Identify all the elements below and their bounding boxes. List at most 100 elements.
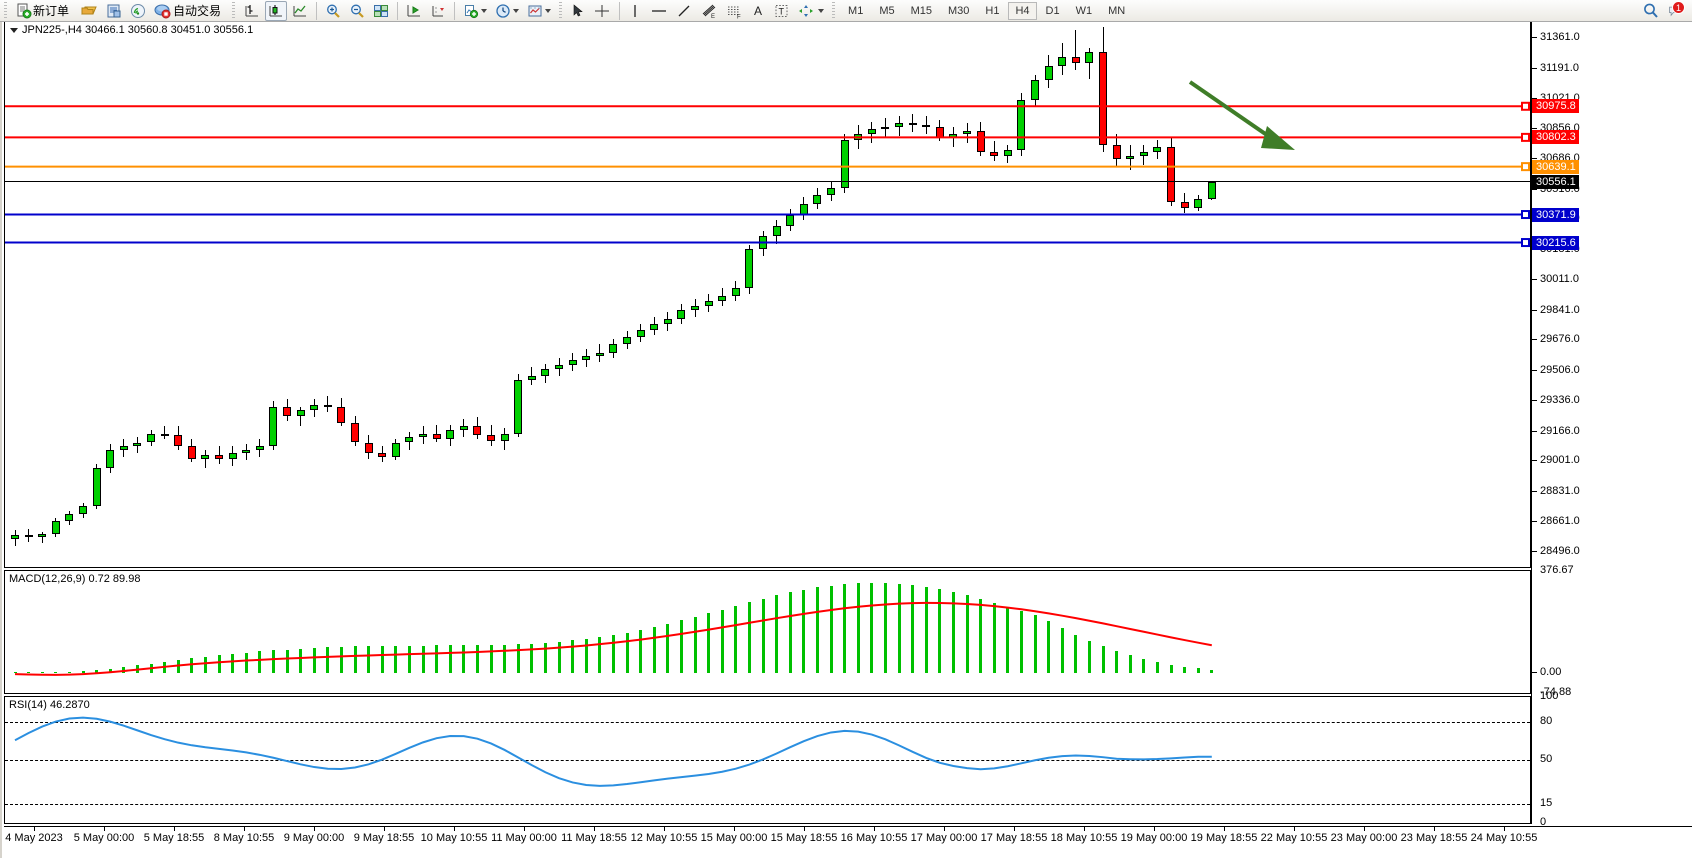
timeframe-button-m5[interactable]: M5: [879, 4, 895, 17]
candle-body: [283, 406, 291, 416]
timeframe-button-m15[interactable]: M15: [910, 4, 932, 17]
period-button[interactable]: [492, 1, 522, 21]
macd-pane[interactable]: MACD(12,26,9) 0.72 89.98: [4, 570, 1531, 694]
trendline-button[interactable]: [673, 1, 695, 21]
price-tag-pivot[interactable]: 30639.1: [1532, 159, 1579, 174]
indicators-dropdown-caret[interactable]: [481, 8, 488, 13]
equidistant-channel-button[interactable]: E: [697, 1, 721, 21]
line-chart-button[interactable]: [289, 1, 311, 21]
terminal-button[interactable]: [103, 1, 125, 21]
drawing-tools-grip[interactable]: [557, 1, 565, 20]
grid-button[interactable]: [427, 1, 449, 21]
candle-body: [867, 128, 876, 135]
macd-histogram-bar: [734, 605, 738, 673]
price-axis[interactable]: 31361.0 31191.0 31021.0 30856.0 30686.0 30516…: [1531, 22, 1692, 828]
toolbar-grip[interactable]: [2, 1, 9, 20]
candle-body: [1044, 66, 1053, 81]
price-tag-support[interactable]: 30215.6: [1532, 235, 1579, 250]
candle-body: [1017, 100, 1026, 151]
rsi-pane[interactable]: RSI(14) 46.2870: [4, 696, 1531, 824]
cursor-button[interactable]: [568, 1, 588, 21]
timeframe-button-w1[interactable]: W1: [1075, 4, 1093, 17]
macd-histogram-bar: [149, 663, 153, 673]
vertical-line-button[interactable]: [625, 1, 645, 21]
macd-histogram-bar: [951, 592, 955, 673]
macd-histogram-bar: [815, 587, 819, 673]
price-tag-resistance[interactable]: 30802.3: [1532, 130, 1579, 145]
templates-dropdown-caret[interactable]: [545, 8, 552, 13]
shapes-button[interactable]: [795, 1, 827, 21]
macd-histogram-bar: [13, 671, 17, 673]
candle-body: [296, 410, 305, 416]
chart-type-grip[interactable]: [230, 1, 238, 20]
autotrading-button[interactable]: 自动交易: [151, 1, 227, 21]
time-axis-label: 8 May 10:55: [213, 832, 275, 844]
search-button[interactable]: [1639, 1, 1663, 21]
chart-collapse-icon[interactable]: [9, 25, 20, 36]
period-dropdown-caret[interactable]: [513, 8, 520, 13]
crosshair-button[interactable]: [590, 1, 614, 21]
candle-body: [92, 467, 101, 507]
zoom-in-button[interactable]: [322, 1, 344, 21]
shapes-dropdown-caret[interactable]: [818, 8, 825, 13]
timeframe-button-d1[interactable]: D1: [1045, 4, 1060, 17]
macd-histogram-bar: [693, 616, 697, 673]
timeframe-button-h4[interactable]: H4: [1008, 1, 1037, 20]
time-axis-tick: [1224, 827, 1225, 831]
text-label-button[interactable]: A: [749, 1, 769, 21]
price-axis-tick: [1532, 400, 1537, 402]
timeframe-button-m1[interactable]: M1: [848, 4, 864, 17]
timeframe-button-mn[interactable]: MN: [1108, 4, 1126, 17]
price-tag-last-price[interactable]: 30556.1: [1532, 174, 1579, 189]
macd-histogram-bar: [679, 620, 683, 673]
rsi-axis-label: 15: [1540, 797, 1553, 810]
text-box-button[interactable]: T: [771, 1, 793, 21]
macd-histogram-bar: [1155, 661, 1159, 673]
time-axis-tick: [174, 827, 175, 831]
notifications-button[interactable]: 1: [1665, 0, 1685, 20]
price-axis-label: 29841.0: [1540, 303, 1580, 316]
time-axis-tick: [1084, 827, 1085, 831]
time-axis-label: 15 May 18:55: [770, 832, 838, 844]
price-pane[interactable]: JPN225-,H4 30466.1 30560.8 30451.0 30556…: [4, 22, 1531, 568]
candle-body: [663, 318, 672, 325]
templates-button[interactable]: [524, 1, 554, 21]
time-axis-tick: [1154, 827, 1155, 831]
candle-wick: [1088, 48, 1090, 79]
signals-icon: [131, 3, 146, 18]
candlestick-chart-button[interactable]: [265, 0, 288, 21]
candle-body: [704, 300, 713, 307]
candle-body: [38, 533, 47, 538]
candle-body: [1071, 57, 1080, 63]
candle-body: [786, 214, 795, 226]
timeframe-grip[interactable]: [830, 1, 838, 20]
zoom-out-button[interactable]: [346, 1, 368, 21]
bar-chart-button[interactable]: [241, 1, 263, 21]
folder-button[interactable]: [77, 1, 101, 21]
macd-histogram-bar: [353, 646, 357, 673]
rsi-axis-label: 50: [1540, 753, 1553, 765]
price-tag-support[interactable]: 30371.9: [1532, 207, 1579, 222]
timeframe-button-h1[interactable]: H1: [985, 4, 1000, 17]
price-tag-resistance[interactable]: 30975.8: [1532, 99, 1579, 114]
candle-body: [1085, 51, 1094, 63]
rsi-axis-label: 0: [1540, 816, 1547, 828]
macd-histogram-bar: [1128, 655, 1132, 673]
period-icon: [496, 3, 510, 18]
horizontal-line-button[interactable]: [647, 1, 671, 21]
time-axis-tick: [1504, 827, 1505, 831]
fibo-button[interactable]: F: [723, 1, 747, 21]
candle-body: [990, 152, 999, 156]
chart-area[interactable]: JPN225-,H4 30466.1 30560.8 30451.0 30556…: [0, 22, 1692, 858]
signals-button[interactable]: [127, 1, 149, 21]
tile-windows-button[interactable]: [370, 1, 392, 21]
timeframe-button-m30[interactable]: M30: [948, 4, 970, 17]
new-order-button[interactable]: 新订单: [13, 1, 75, 21]
candle-body: [79, 506, 87, 515]
data-window-button[interactable]: [403, 1, 425, 21]
time-axis-tick: [104, 827, 105, 831]
indicators-button[interactable]: [460, 1, 490, 21]
candle-body: [215, 455, 223, 459]
time-axis[interactable]: 4 May 2023 5 May 00:00 5 May 18:55 8 May 10…: [4, 826, 1692, 858]
price-axis-tick: [1532, 460, 1537, 462]
